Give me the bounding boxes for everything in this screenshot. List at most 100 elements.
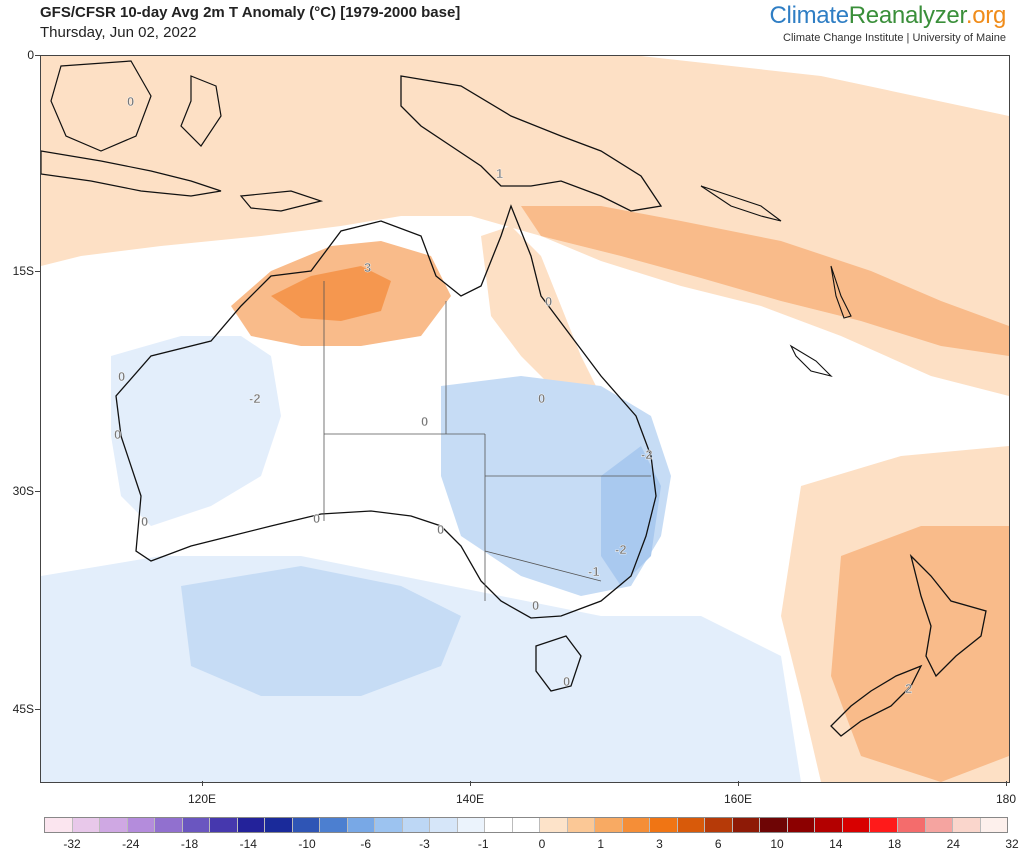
- new-zealand-south-island: [830, 664, 923, 737]
- lat-label-15s: 15S: [12, 264, 34, 278]
- colorbar-swatch: [320, 818, 348, 832]
- colorbar-tick-label: 10: [770, 837, 784, 851]
- contour-label: 0: [421, 414, 428, 429]
- lon-tick: [738, 781, 739, 786]
- colorbar-swatch: [787, 818, 816, 832]
- colorbar-swatch: [815, 818, 843, 832]
- anomaly-map-svg: 0 1 3 0 0 -2 0 0 0 -2 0 0 0 -2 -1 0 0 2: [41, 56, 1009, 782]
- lon-label-180: 180: [995, 792, 1017, 806]
- lat-tick: [35, 271, 40, 272]
- colorbar-swatch: [375, 818, 403, 832]
- brand-logo[interactable]: ClimateReanalyzer.org: [770, 2, 1007, 30]
- colorbar-swatch: [347, 818, 376, 832]
- new-zealand-north-island: [909, 553, 987, 678]
- warm-region-cape-york: [481, 226, 601, 396]
- vanuatu: [830, 265, 852, 319]
- australia-coastline: [115, 204, 657, 619]
- colorbar-swatch: [842, 818, 871, 832]
- contour-label: -2: [615, 542, 627, 557]
- temperature-anomaly-colorbar: [44, 817, 1008, 833]
- new-caledonia: [789, 344, 833, 378]
- brand-logo-part-org: .org: [965, 2, 1006, 29]
- lat-label-45s: 45S: [12, 702, 34, 716]
- contour-label: 1: [496, 166, 503, 181]
- lon-tick: [1006, 781, 1007, 786]
- colorbar-tick-label: 0: [538, 837, 546, 851]
- colorbar-swatch: [622, 818, 651, 832]
- colorbar-tick-label: -10: [298, 837, 316, 851]
- colorbar-tick-label: 3: [656, 837, 663, 851]
- colorbar-swatch: [512, 818, 541, 832]
- warm-region-kimberley-core: [271, 266, 391, 321]
- lon-label-120e: 120E: [187, 792, 217, 806]
- contour-label: 0: [141, 514, 148, 529]
- colorbar-swatch: [485, 818, 513, 832]
- colorbar-tick-label: -6: [360, 837, 372, 851]
- borneo-coastline: [50, 60, 152, 152]
- brand-logo-part-reanalyzer: Reanalyzer: [848, 2, 966, 29]
- cool-region-east-coast: [601, 446, 661, 586]
- contour-label: -2: [249, 391, 261, 406]
- state-borders: [323, 281, 651, 601]
- colorbar-swatch: [705, 818, 733, 832]
- contour-label: 0: [538, 391, 545, 406]
- colorbar-swatch: [760, 818, 788, 832]
- colorbar-tick-label: -32: [63, 837, 81, 851]
- colorbar-tick-label: 6: [714, 837, 722, 851]
- lon-label-160e: 160E: [723, 792, 753, 806]
- map-date: Thursday, Jun 02, 2022: [40, 24, 197, 41]
- warm-region-new-zealand-core: [831, 526, 1009, 782]
- colorbar-tick-label: 24: [946, 837, 960, 851]
- colorbar-swatch: [210, 818, 238, 832]
- brand-block[interactable]: ClimateReanalyzer.org Climate Change Ins…: [770, 2, 1007, 44]
- contour-label: -1: [588, 564, 600, 579]
- colorbar-swatch: [732, 818, 761, 832]
- brand-subtitle: Climate Change Institute | University of…: [783, 32, 1006, 44]
- colorbar-tick-label: 1: [597, 837, 605, 851]
- cool-region-west: [111, 336, 281, 526]
- colorbar-swatch: [897, 818, 926, 832]
- colorbar-swatch: [155, 818, 183, 832]
- contour-label: -2: [641, 447, 653, 462]
- colorbar-swatch: [45, 818, 73, 832]
- tasmania-coastline: [535, 635, 582, 692]
- colorbar-tick-label: -1: [477, 837, 489, 851]
- lat-tick: [35, 491, 40, 492]
- contour-label: 3: [364, 260, 371, 275]
- colorbar-tick-label: 14: [829, 837, 843, 851]
- contour-label: 0: [563, 674, 570, 689]
- contour-label: 0: [114, 427, 121, 442]
- contour-label: 0: [127, 94, 134, 109]
- contour-label: 0: [313, 511, 320, 526]
- anomaly-map: 0 1 3 0 0 -2 0 0 0 -2 0 0 0 -2 -1 0 0 2: [40, 55, 1010, 783]
- lon-label-140e: 140E: [455, 792, 485, 806]
- colorbar-tick-label: -18: [180, 837, 199, 851]
- lon-tick: [470, 781, 471, 786]
- java-coastline: [41, 150, 222, 197]
- lat-tick: [35, 709, 40, 710]
- lat-tick: [35, 55, 40, 56]
- colorbar-tick-label: -3: [419, 837, 430, 851]
- lat-label-30s: 30S: [12, 484, 34, 498]
- sulawesi-coastline: [180, 75, 222, 147]
- colorbar-tick-label: -24: [122, 837, 140, 851]
- lon-tick: [202, 781, 203, 786]
- solomon-islands: [700, 185, 782, 222]
- colorbar-swatch: [650, 818, 678, 832]
- colorbar-swatch: [540, 818, 568, 832]
- map-title: GFS/CFSR 10-day Avg 2m T Anomaly (°C) [1…: [40, 4, 461, 21]
- colorbar-tick-label: 18: [887, 837, 902, 851]
- colorbar-swatch: [953, 818, 981, 832]
- contour-label: 0: [532, 598, 539, 613]
- colorbar-swatch: [980, 818, 1008, 832]
- colorbar-tick-label: -14: [239, 837, 257, 851]
- lat-label-0: 0: [27, 48, 34, 62]
- colorbar-swatch: [457, 818, 486, 832]
- colorbar-swatch: [127, 818, 156, 832]
- brand-logo-part-climate: Climate: [769, 2, 850, 29]
- colorbar-swatch: [567, 818, 596, 832]
- colorbar-swatch: [870, 818, 898, 832]
- colorbar-swatch: [292, 818, 321, 832]
- contour-label: 0: [437, 522, 444, 537]
- colorbar-swatch: [595, 818, 623, 832]
